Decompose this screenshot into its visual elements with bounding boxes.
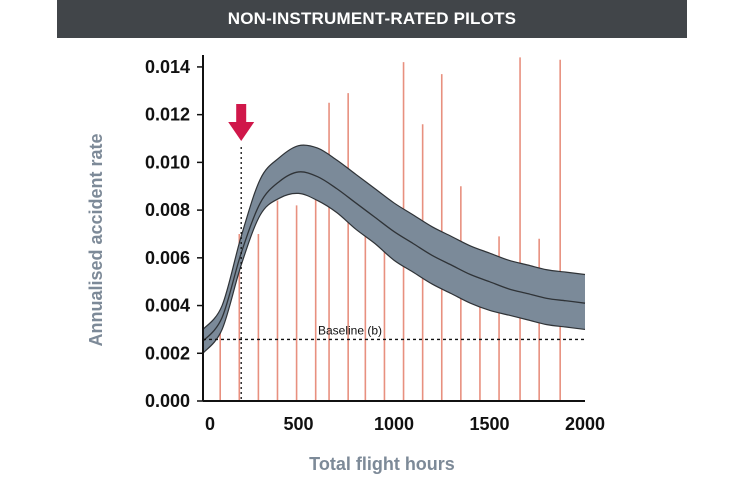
mean-line <box>202 171 586 342</box>
x-tick-label-3: 1500 <box>469 414 509 434</box>
x-tick-label-1: 500 <box>283 414 313 434</box>
y-tick-label-7: 0.014 <box>145 57 190 77</box>
y-tick-label-0: 0.000 <box>145 391 190 411</box>
chart-title: NON-INSTRUMENT-RATED PILOTS <box>227 9 517 28</box>
y-axis-title: Annualised accident rate <box>86 133 106 346</box>
y-tick-label-2: 0.004 <box>145 296 190 316</box>
x-tick-label-0: 0 <box>205 414 215 434</box>
y-tick-label-3: 0.006 <box>145 248 190 268</box>
baseline-label: Baseline (b) <box>318 323 382 337</box>
x-tick-label-4: 2000 <box>565 414 605 434</box>
lower-bound-line <box>202 192 586 354</box>
x-tick-label-2: 1000 <box>374 414 414 434</box>
title-bar: NON-INSTRUMENT-RATED PILOTS <box>57 0 687 38</box>
y-tick-label-5: 0.010 <box>145 152 190 172</box>
x-axis-title: Total flight hours <box>309 454 455 474</box>
y-tick-label-6: 0.012 <box>145 105 190 125</box>
upper-bound-line <box>202 144 586 330</box>
y-tick-label-4: 0.008 <box>145 200 190 220</box>
marker-arrow-icon <box>228 104 255 141</box>
y-tick-label-1: 0.002 <box>145 343 190 363</box>
confidence-band <box>203 145 585 354</box>
